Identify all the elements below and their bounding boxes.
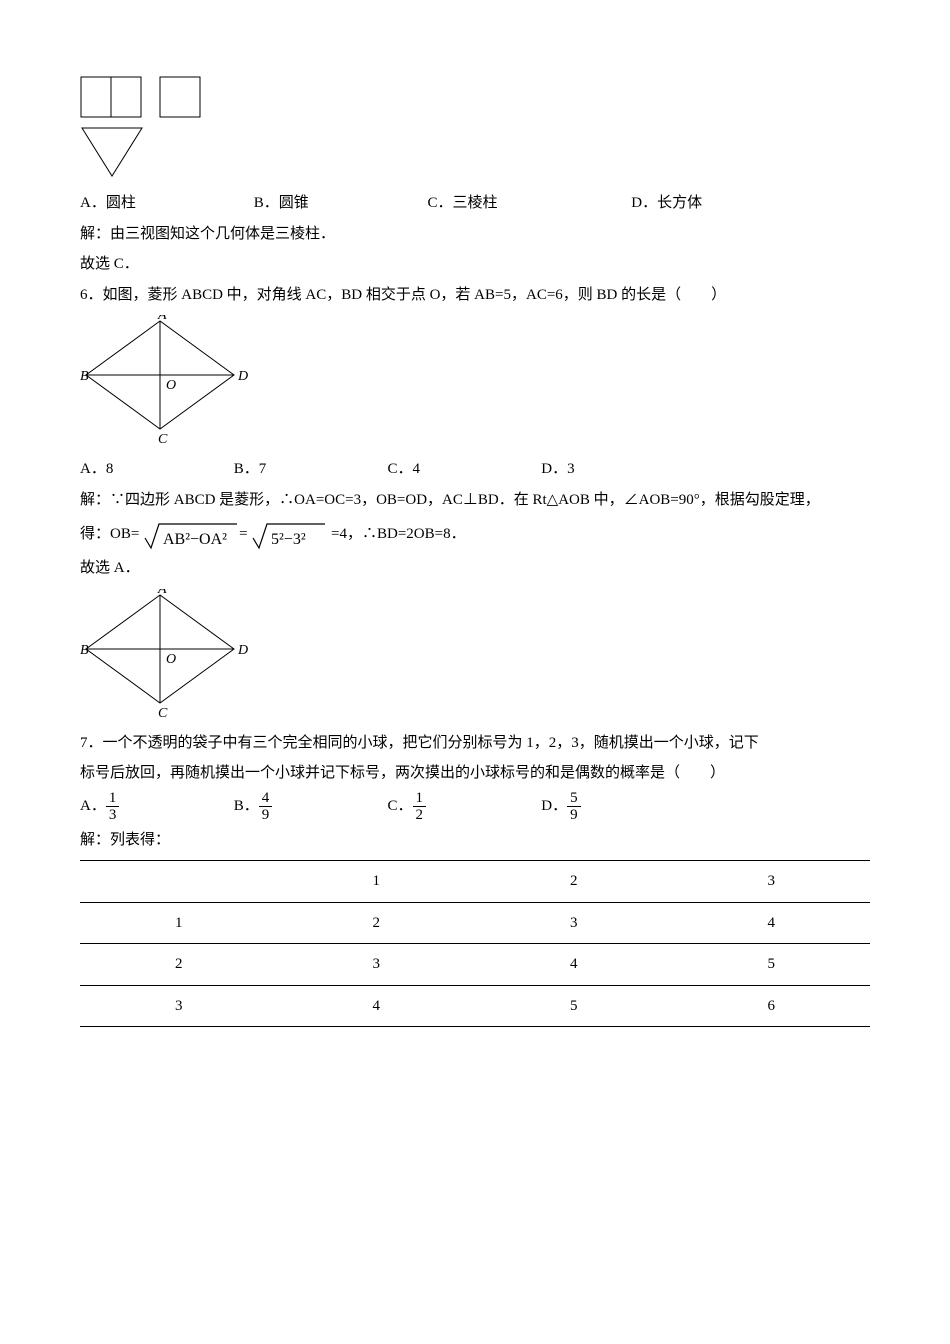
table-cell: 5 — [475, 985, 673, 1027]
table-cell: 3 — [475, 902, 673, 944]
q7-stem-2: 标号后放回，再随机摸出一个小球并记下标号，两次摸出的小球标号的和是偶数的概率是（… — [80, 759, 870, 788]
sqrt2-text: 5²−3² — [271, 531, 306, 548]
q6-sol-1: 解：∵四边形 ABCD 是菱形，∴OA=OC=3，OB=OD，AC⊥BD．在 R… — [80, 486, 870, 515]
q6-opt-d: D．3 — [541, 455, 691, 484]
q5-solution-1: 解：由三视图知这个几何体是三棱柱． — [80, 220, 870, 249]
table-row: 2 3 4 5 — [80, 944, 870, 986]
svg-text:O: O — [166, 652, 176, 667]
svg-text:O: O — [166, 378, 176, 393]
svg-text:D: D — [237, 369, 248, 384]
svg-text:C: C — [158, 706, 168, 721]
table-cell: 1 — [80, 902, 278, 944]
q5-opt-b: B．圆锥 — [254, 189, 424, 218]
sqrt-1: AB²−OA² — [143, 518, 239, 552]
q6-sol-3: 故选 A． — [80, 554, 870, 583]
q6-opt-a: A．8 — [80, 455, 230, 484]
q7-opt-a: A．13 — [80, 790, 230, 824]
q6-opt-c: C．4 — [388, 455, 538, 484]
q7-sol-1: 解：列表得： — [80, 826, 870, 855]
q7-opt-d: D．59 — [541, 790, 691, 824]
eq-sep: = — [239, 526, 247, 542]
table-cell: 3 — [278, 944, 476, 986]
table-cell: 2 — [80, 944, 278, 986]
table-cell — [80, 861, 278, 903]
q6-rhombus-1: A B C D O — [80, 315, 870, 447]
q6-sol2-a: 得：OB= — [80, 526, 139, 542]
svg-text:A: A — [157, 589, 167, 597]
views-top-row — [80, 76, 220, 126]
q7-opt-b: B．49 — [234, 790, 384, 824]
q5-opt-d: D．长方体 — [631, 189, 801, 218]
table-cell: 4 — [278, 985, 476, 1027]
q6-options: A．8 B．7 C．4 D．3 — [80, 455, 870, 484]
q6-sol2-b: =4，∴BD=2OB=8． — [331, 526, 466, 542]
q5-solution-2: 故选 C． — [80, 250, 870, 279]
sqrt-2: 5²−3² — [251, 518, 327, 552]
q6-stem: 6．如图，菱形 ABCD 中，对角线 AC，BD 相交于点 O，若 AB=5，A… — [80, 281, 870, 310]
q5-options: A．圆柱 B．圆锥 C．三棱柱 D．长方体 — [80, 189, 870, 218]
table-row: 1 2 3 4 — [80, 902, 870, 944]
table-cell: 3 — [673, 861, 871, 903]
svg-text:B: B — [80, 643, 89, 658]
q7-table: 1 2 3 1 2 3 4 2 3 4 5 3 4 5 6 — [80, 860, 870, 1027]
sqrt1-text: AB²−OA² — [163, 531, 227, 548]
q5-opt-c: C．三棱柱 — [428, 189, 628, 218]
views-triangle — [80, 126, 150, 181]
q7-options: A．13 B．49 C．12 D．59 — [80, 790, 870, 824]
table-cell: 6 — [673, 985, 871, 1027]
table-cell: 5 — [673, 944, 871, 986]
q5-three-views — [80, 76, 870, 181]
table-cell: 2 — [278, 902, 476, 944]
table-row: 1 2 3 — [80, 861, 870, 903]
table-row: 3 4 5 6 — [80, 985, 870, 1027]
table-cell: 1 — [278, 861, 476, 903]
table-cell: 4 — [673, 902, 871, 944]
svg-text:B: B — [80, 369, 89, 384]
svg-text:D: D — [237, 643, 248, 658]
q7-opt-c: C．12 — [388, 790, 538, 824]
q6-rhombus-2: A B C D O — [80, 589, 870, 721]
table-cell: 4 — [475, 944, 673, 986]
q5-opt-a: A．圆柱 — [80, 189, 250, 218]
q6-opt-b: B．7 — [234, 455, 384, 484]
table-cell: 3 — [80, 985, 278, 1027]
table-cell: 2 — [475, 861, 673, 903]
svg-text:A: A — [157, 315, 167, 323]
q6-sol-2: 得：OB= AB²−OA² = 5²−3² =4，∴BD=2OB=8． — [80, 516, 870, 552]
q7-stem-1: 7．一个不透明的袋子中有三个完全相同的小球，把它们分别标号为 1，2，3，随机摸… — [80, 729, 870, 758]
svg-text:C: C — [158, 432, 168, 447]
